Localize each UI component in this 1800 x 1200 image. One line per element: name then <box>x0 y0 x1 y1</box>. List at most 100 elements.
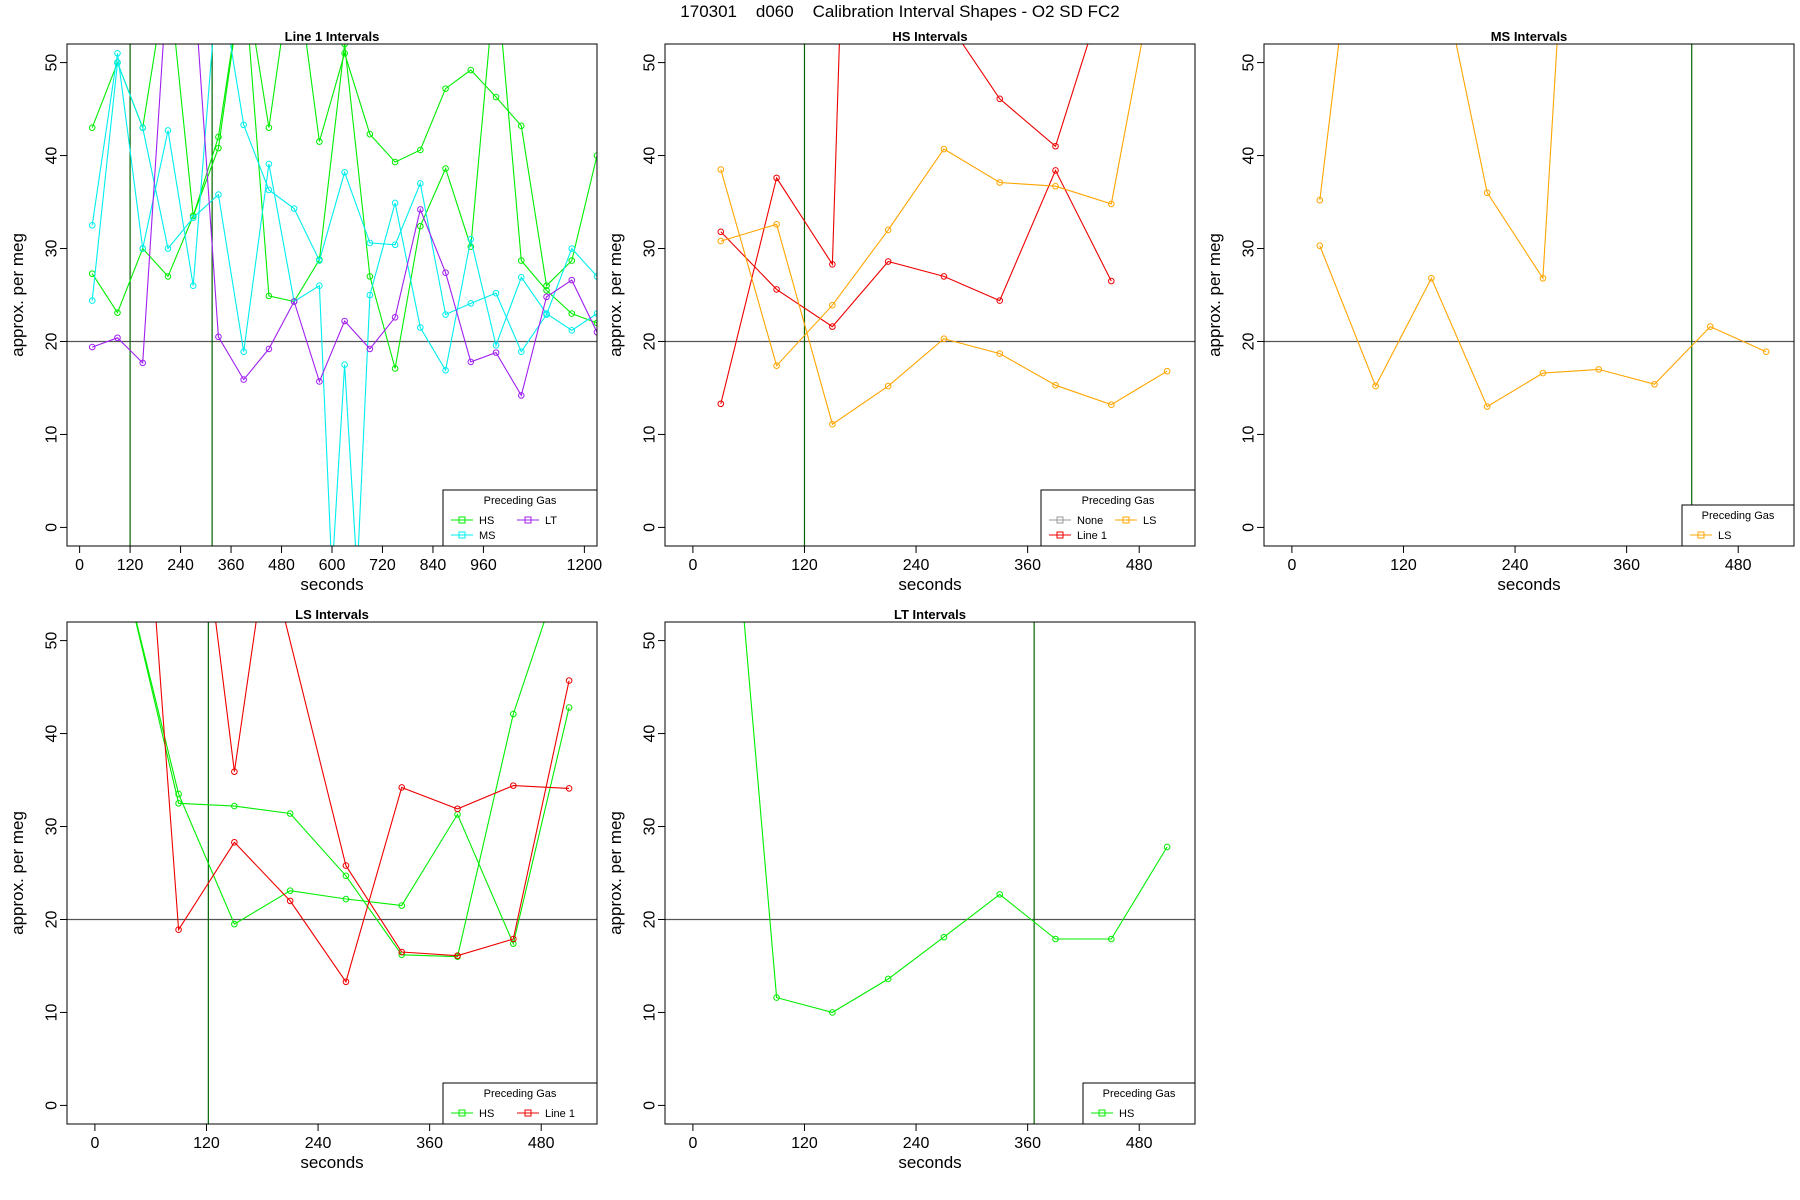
data-point <box>517 348 525 356</box>
x-tick-label: 240 <box>903 557 930 574</box>
y-tick-label: 50 <box>1241 54 1258 72</box>
series-line-line-1 <box>720 169 1112 328</box>
data-point <box>1539 274 1547 282</box>
data-point <box>829 323 836 330</box>
x-tick-label: 240 <box>903 1135 930 1152</box>
data-point <box>568 257 576 264</box>
chart-5: LT Intervals 0 120 240 360 480 seconds 0 10 20 30 4… <box>606 607 1196 1172</box>
data-point <box>316 282 323 290</box>
y-tick-label: 40 <box>1241 147 1258 165</box>
data-point <box>543 282 550 290</box>
series-line-line-1 <box>155 622 570 984</box>
series-line-line-1 <box>215 622 570 957</box>
data-point <box>215 133 222 141</box>
data-point <box>593 273 597 280</box>
series-line-hs <box>91 44 597 369</box>
data-point <box>492 289 500 297</box>
x-tick-label: 600 <box>319 557 346 574</box>
x-tick-label: 840 <box>420 557 447 574</box>
legend: Preceding Gas HS <box>1082 1082 1196 1125</box>
series-line-ls <box>720 223 1168 426</box>
data-point <box>114 59 121 66</box>
chart-4: LS Intervals 0 120 240 360 480 seconds 0 10 20 30 4… <box>8 607 598 1172</box>
y-axis-label: approx. per meg <box>606 233 625 357</box>
data-point <box>467 66 475 74</box>
data-point <box>517 122 525 130</box>
data-point <box>442 367 449 374</box>
x-tick-label: 0 <box>75 557 84 574</box>
y-tick-label: 20 <box>44 332 61 350</box>
legend: Preceding Gas HS Line 1 <box>442 1082 598 1125</box>
data-point <box>1483 189 1491 197</box>
data-point <box>1762 348 1770 356</box>
data-point <box>139 359 147 367</box>
data-point <box>454 805 461 813</box>
data-point <box>467 358 475 366</box>
data-point <box>517 257 525 264</box>
data-point <box>510 710 517 718</box>
data-point <box>940 145 948 153</box>
x-tick-label: 120 <box>193 1135 220 1152</box>
data-point <box>265 345 273 353</box>
data-point <box>286 810 294 817</box>
data-point <box>215 144 222 152</box>
data-point <box>442 311 449 318</box>
plot-frame <box>66 43 598 547</box>
y-axis-label: approx. per meg <box>8 233 27 357</box>
x-tick-label: 480 <box>1126 557 1153 574</box>
data-point <box>366 291 374 299</box>
y-tick-label: 0 <box>642 1101 659 1110</box>
data-point <box>1651 380 1658 388</box>
y-tick-label: 0 <box>44 1101 61 1110</box>
x-tick-label: 240 <box>305 1135 332 1152</box>
data-point <box>286 887 294 894</box>
y-tick-label: 50 <box>44 54 61 72</box>
data-point <box>492 93 500 101</box>
y-axis-label: approx. per meg <box>606 811 625 935</box>
y-tick-label: 30 <box>1241 240 1258 258</box>
y-tick-label: 10 <box>642 1003 659 1021</box>
x-axis-label: seconds <box>300 1153 363 1172</box>
data-point <box>189 214 197 222</box>
data-point <box>88 221 96 229</box>
data-point <box>442 165 449 172</box>
legend-box <box>1082 1082 1196 1125</box>
data-point <box>517 392 525 399</box>
data-point <box>717 400 725 408</box>
legend-swatch-marker <box>1056 531 1064 539</box>
legend-entry-label: LT <box>545 515 557 527</box>
x-tick-label: 120 <box>791 1135 818 1152</box>
y-tick-label: 20 <box>642 332 659 350</box>
data-point <box>884 226 892 234</box>
legend-box <box>1040 489 1196 547</box>
legend-title: Preceding Gas <box>1082 495 1155 507</box>
data-point <box>265 160 273 168</box>
x-tick-label: 0 <box>688 1135 697 1152</box>
x-tick-label: 360 <box>218 557 245 574</box>
series-line-lt <box>92 44 597 397</box>
x-tick-label: 0 <box>90 1135 99 1152</box>
data-point <box>467 243 475 250</box>
y-tick-label: 50 <box>642 54 659 72</box>
data-point <box>996 350 1004 357</box>
data-point <box>316 138 323 145</box>
y-tick-label: 30 <box>44 240 61 258</box>
plot-area <box>67 622 597 1124</box>
data-point <box>1428 274 1435 282</box>
x-tick-label: 240 <box>1502 557 1529 574</box>
chart-2: HS Intervals 0 120 240 360 480 seconds 0 10 20 30 4… <box>606 29 1196 594</box>
data-point <box>139 124 147 131</box>
data-point <box>568 310 576 317</box>
data-point <box>593 310 597 317</box>
data-point <box>773 286 780 293</box>
data-point <box>1316 242 1324 250</box>
x-tick-label: 360 <box>1613 557 1640 574</box>
legend-title: Preceding Gas <box>1103 1088 1176 1100</box>
plot-area <box>1264 44 1794 546</box>
series-line-line-1 <box>720 44 1089 404</box>
data-point <box>175 790 182 798</box>
data-point <box>492 349 500 356</box>
data-point <box>417 222 424 230</box>
data-point <box>442 269 449 276</box>
legend: Preceding Gas LS <box>1681 504 1795 547</box>
